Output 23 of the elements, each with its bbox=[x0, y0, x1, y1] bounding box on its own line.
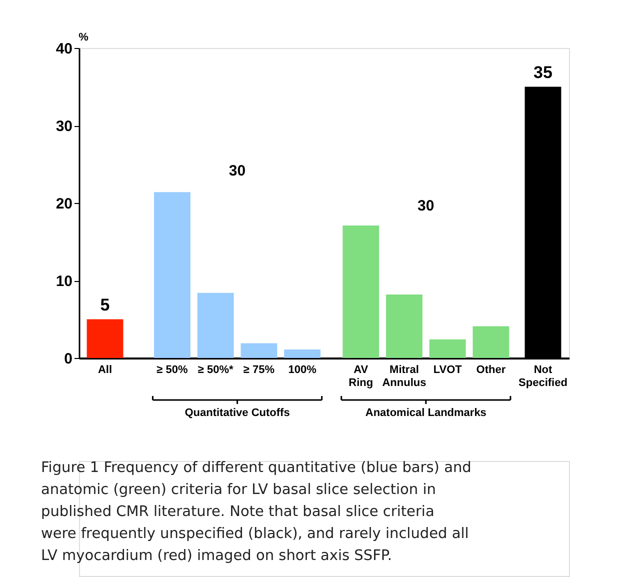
y-tick-label: 0 bbox=[64, 350, 72, 368]
caption: Figure 1 Frequency of different quantitative (blue bars) and anatomic (green) criteria for LV basal slice selection in published CMR literature. Note that basal slice criteria were frequently unspecified (black), and rarely included all LV myocardium (red) imaged on short axis SSFP. bbox=[41, 460, 472, 564]
x-tick-label: 100% bbox=[288, 364, 317, 376]
x-tick-label: ≥ 50% bbox=[156, 364, 188, 376]
y-tick-label: 40 bbox=[56, 40, 72, 58]
annotation: 30 bbox=[228, 162, 246, 180]
annotation: 30 bbox=[418, 197, 434, 214]
x-tick-label: ≥ 75% bbox=[243, 364, 275, 376]
y-tick-label: 20 bbox=[56, 196, 72, 212]
x-tick-label: LVOT bbox=[433, 364, 462, 376]
x-tick-label: Not Specified bbox=[518, 364, 568, 389]
x-tick-label: Other bbox=[476, 364, 506, 376]
x-tick-label: Mitral Annulus bbox=[382, 364, 426, 389]
data-label: 35 bbox=[534, 62, 552, 82]
data-label: 5 bbox=[100, 295, 110, 314]
x-tick-label: ≥ 50%* bbox=[198, 364, 234, 376]
y-tick-label: 10 bbox=[56, 273, 72, 290]
x-tick-label: AV Ring bbox=[348, 364, 374, 389]
x-tick-label: All bbox=[98, 364, 112, 376]
text: Anatomical Landmarks bbox=[365, 407, 486, 419]
y-axis-title: % bbox=[78, 32, 89, 44]
y-tick-label: 30 bbox=[56, 118, 72, 135]
text: Quantitative Cutoffs bbox=[184, 407, 290, 419]
